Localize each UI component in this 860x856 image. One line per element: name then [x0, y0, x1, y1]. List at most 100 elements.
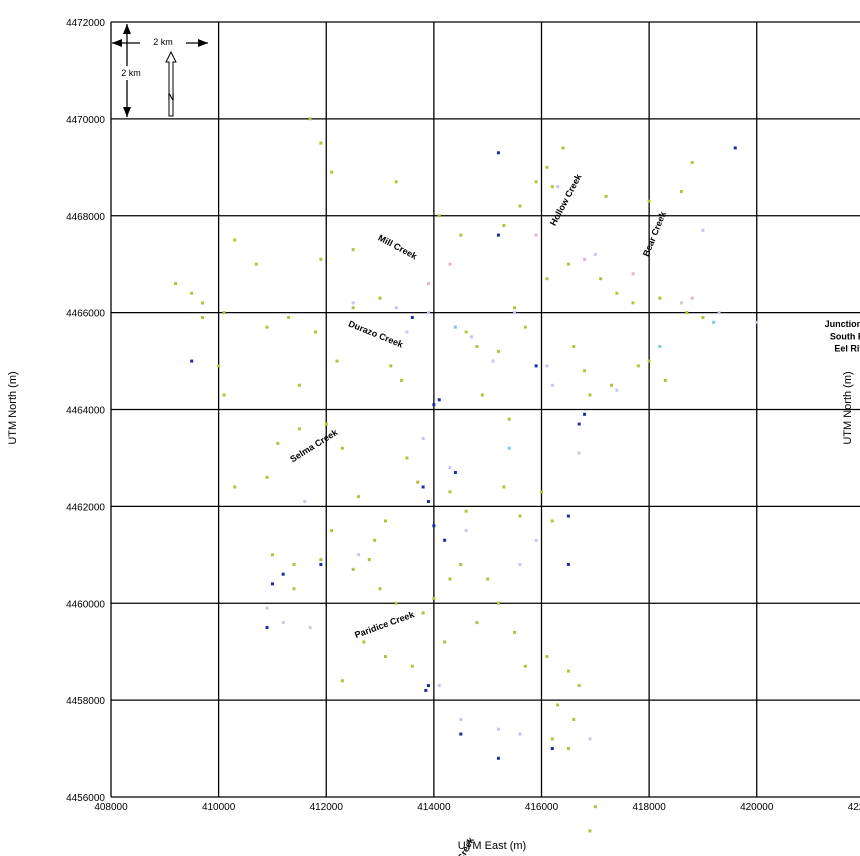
data-point [647, 359, 651, 363]
data-point [588, 393, 592, 397]
data-point [615, 388, 619, 392]
data-point [270, 553, 274, 557]
data-point [550, 383, 554, 387]
data-point [432, 524, 436, 528]
data-point [658, 296, 662, 300]
data-point [459, 563, 463, 566]
data-point [357, 553, 361, 557]
data-point [604, 194, 608, 198]
data-point [475, 621, 479, 625]
north-arrow-icon: N [165, 50, 177, 117]
data-point [566, 563, 570, 566]
data-point [437, 398, 441, 402]
data-point [496, 601, 500, 605]
data-point [297, 383, 301, 387]
data-point [421, 611, 425, 615]
data-point [496, 349, 500, 353]
data-point [701, 228, 705, 232]
data-point [432, 403, 436, 407]
data-point [513, 630, 517, 634]
x-tick-label: 412000 [310, 802, 344, 813]
data-point [566, 747, 570, 751]
y-tick-label: 4466000 [66, 309, 105, 320]
data-point [426, 311, 430, 315]
data-point [556, 703, 560, 707]
data-point [534, 538, 538, 542]
data-point [394, 306, 398, 310]
data-point [534, 180, 538, 184]
data-point [583, 257, 587, 261]
x-tick-label: 420000 [740, 802, 774, 813]
data-point [357, 495, 361, 499]
data-point [647, 199, 651, 203]
data-point [389, 364, 393, 368]
data-point [577, 684, 581, 688]
data-point [319, 558, 323, 562]
data-point [502, 485, 506, 489]
data-point [593, 805, 597, 809]
creek-annotations: Mill Creek Hollow Creek Bear Creek Durazo C… [288, 171, 860, 856]
creek-label: Junction with [825, 319, 860, 329]
x-axis-label: UTM East (m) [458, 840, 526, 852]
data-point [416, 480, 420, 484]
data-point [491, 359, 495, 363]
data-point [340, 679, 344, 683]
scale-label-horizontal: 2 km [153, 37, 173, 47]
data-point [496, 756, 500, 760]
data-point [513, 306, 517, 310]
data-point [717, 311, 721, 315]
data-point [636, 364, 640, 368]
scale-label-vertical: 2 km [121, 68, 141, 78]
data-point [572, 718, 576, 721]
data-point [453, 470, 457, 474]
data-point [658, 345, 662, 349]
data-point [545, 655, 549, 659]
data-point [233, 238, 237, 242]
creek-label: Eel River [834, 343, 860, 353]
gridlines [110, 21, 860, 798]
data-point [190, 291, 194, 295]
data-point [545, 364, 549, 368]
data-point [421, 485, 425, 489]
data-point [351, 306, 355, 310]
data-point [550, 737, 554, 741]
data-point [222, 311, 226, 315]
data-point [265, 625, 269, 629]
data-point [405, 330, 409, 334]
data-point [367, 558, 371, 562]
data-point [319, 141, 323, 145]
data-point [755, 320, 759, 324]
y-tick-label: 4464000 [66, 406, 105, 417]
data-point [308, 625, 312, 629]
data-point [281, 572, 285, 576]
data-point [200, 315, 204, 319]
data-point [588, 737, 592, 741]
y-axis-label-left: UTM North (m) [7, 371, 19, 444]
data-point [313, 330, 317, 334]
x-tick-label: 418000 [632, 802, 666, 813]
data-point [518, 514, 522, 518]
data-point [685, 311, 689, 315]
data-point [572, 345, 576, 349]
data-point [276, 441, 280, 445]
data-point [599, 277, 603, 281]
data-point [556, 185, 560, 189]
data-point [174, 282, 178, 286]
data-point [292, 563, 296, 566]
data-point [712, 320, 716, 324]
data-point [459, 233, 463, 237]
data-point [464, 509, 468, 513]
data-point [378, 587, 382, 591]
data-point [400, 378, 404, 382]
data-point [583, 412, 587, 416]
x-tick-label: 422000 [848, 802, 860, 813]
data-point [470, 335, 474, 339]
data-point [496, 151, 500, 155]
data-point [475, 345, 479, 349]
data-point [513, 311, 517, 315]
data-point [448, 262, 452, 266]
creek-label: Bear Creek [641, 209, 668, 258]
data-point [303, 500, 307, 504]
data-point [432, 596, 436, 600]
data-point [464, 330, 468, 334]
